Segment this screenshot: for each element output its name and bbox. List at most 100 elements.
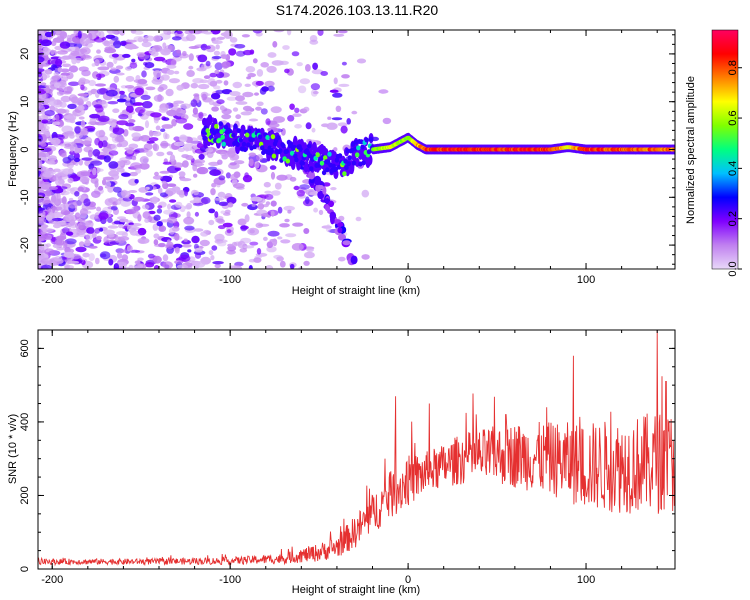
noise-cell (216, 36, 225, 40)
noise-cell (213, 85, 221, 90)
noise-cell (38, 49, 44, 53)
x-tick-label: -100 (219, 574, 241, 586)
noise-cell (55, 178, 65, 186)
noise-cell (205, 147, 214, 153)
noise-cell (183, 216, 195, 225)
noise-cell (141, 70, 147, 78)
noise-cell (155, 125, 161, 131)
noise-cell (340, 125, 348, 134)
noise-cell (52, 121, 61, 126)
noise-cell (116, 167, 125, 173)
noise-cell (123, 266, 131, 269)
noise-cell (87, 149, 93, 158)
noise-cell (38, 88, 47, 95)
noise-cell (90, 160, 103, 166)
noise-cell (111, 122, 117, 128)
noise-cell (105, 89, 118, 97)
noise-cell (271, 60, 284, 66)
noise-cell (77, 30, 82, 39)
noise-cell (198, 111, 204, 119)
streak-cell (329, 211, 337, 220)
ridge-core-cell (235, 142, 240, 147)
noise-cell (230, 173, 238, 181)
noise-cell (211, 106, 220, 112)
noise-cell (108, 150, 119, 156)
noise-cell (153, 214, 161, 221)
noise-cell (99, 251, 111, 260)
noise-cell (70, 228, 77, 232)
noise-cell (296, 189, 305, 197)
ridge-core-cell (347, 155, 352, 161)
noise-cell (38, 85, 42, 90)
streak-cell (342, 240, 351, 246)
noise-cell (176, 30, 183, 34)
noise-cell (139, 147, 149, 153)
noise-cell (44, 248, 55, 255)
noise-cell (264, 80, 275, 87)
noise-cell (284, 68, 290, 74)
noise-cell (38, 30, 45, 33)
noise-cell (40, 129, 47, 134)
noise-cell (108, 170, 119, 177)
noise-cell (48, 98, 58, 107)
noise-cell (283, 205, 296, 211)
noise-cell (233, 183, 245, 189)
noise-cell (272, 238, 278, 247)
noise-cell (116, 231, 128, 236)
noise-cell (184, 188, 189, 197)
noise-cell (148, 47, 156, 55)
streak-cell (313, 175, 322, 186)
noise-cell (40, 147, 52, 152)
noise-cell (212, 261, 224, 265)
noise-cell (91, 231, 97, 240)
noise-cell (54, 255, 63, 262)
noise-cell (118, 223, 124, 229)
noise-cell (81, 69, 91, 77)
noise-cell (191, 235, 200, 244)
noise-cell (47, 212, 55, 220)
streak-cell (317, 185, 324, 190)
noise-cell (213, 50, 220, 56)
noise-cell (88, 79, 96, 87)
noise-cell (309, 191, 320, 196)
noise-cell (305, 196, 310, 205)
y-tick-label: 0 (19, 146, 31, 152)
noise-cell (162, 261, 173, 269)
noise-cell (80, 127, 89, 136)
noise-cell (41, 74, 50, 79)
x-tick-label: -200 (41, 574, 63, 586)
noise-cell (62, 63, 71, 68)
noise-cell (309, 35, 318, 42)
ridge-core-cell (282, 156, 287, 162)
noise-cell (131, 206, 139, 213)
noise-cell (129, 62, 138, 69)
noise-cell (303, 260, 310, 266)
spectrogram-x-label: Height of straight line (km) (292, 285, 420, 297)
ridge-core-cell (316, 162, 321, 168)
noise-cell (269, 165, 277, 170)
noise-cell (102, 101, 108, 109)
noise-cell (98, 140, 104, 149)
noise-cell (103, 155, 111, 163)
noise-cell (276, 174, 288, 181)
noise-cell (88, 253, 95, 262)
noise-cell (107, 101, 119, 105)
noise-cell (101, 148, 113, 152)
noise-cell (178, 254, 191, 262)
ridge-core-cell (284, 148, 289, 154)
noise-cell (162, 161, 172, 165)
noise-cell (166, 64, 177, 69)
noise-cell (89, 214, 98, 220)
noise-cell (165, 88, 174, 97)
noise-cell (175, 117, 188, 124)
noise-cell (244, 83, 251, 88)
noise-cell (144, 262, 155, 268)
noise-cell (151, 196, 158, 205)
noise-cell (210, 30, 221, 35)
noise-cell (64, 265, 74, 269)
noise-cell (67, 177, 74, 184)
noise-cell (341, 74, 350, 79)
ridge-core-cell (205, 128, 210, 134)
noise-cell (239, 248, 248, 253)
noise-cell (80, 84, 85, 91)
